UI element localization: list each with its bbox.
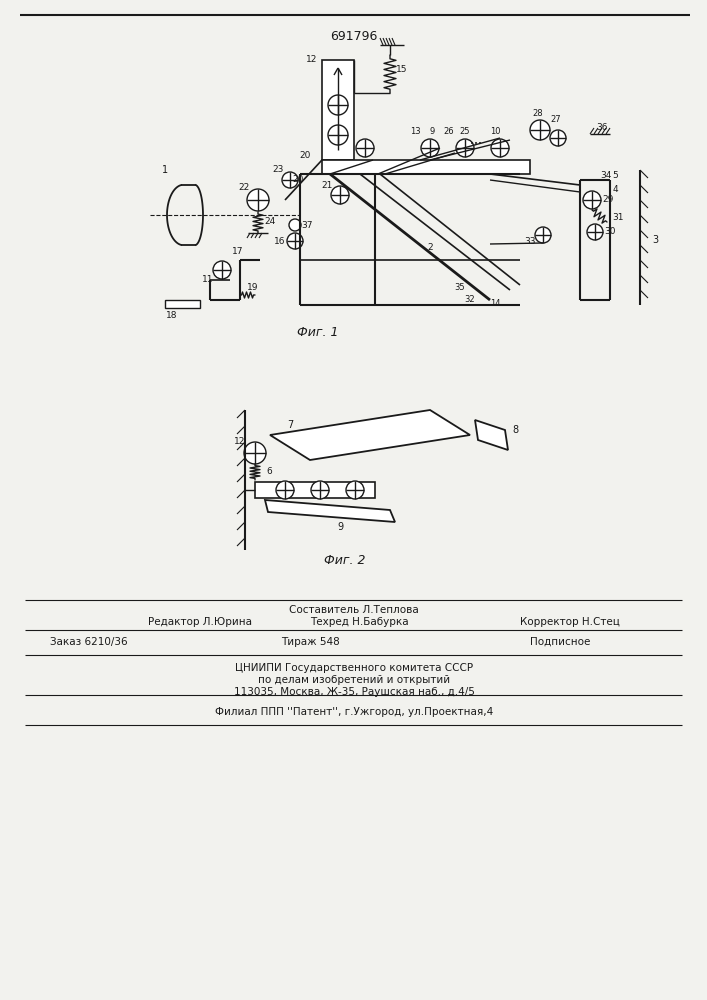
Text: 37: 37 <box>301 221 312 230</box>
Circle shape <box>583 191 601 209</box>
Circle shape <box>535 227 551 243</box>
Text: Фиг. 1: Фиг. 1 <box>297 326 339 340</box>
Text: 21: 21 <box>321 180 333 190</box>
Circle shape <box>213 261 231 279</box>
Text: 3: 3 <box>652 235 658 245</box>
Text: 23: 23 <box>272 165 284 174</box>
Text: 13: 13 <box>409 127 421 136</box>
Text: 29: 29 <box>602 196 614 205</box>
Text: 12: 12 <box>234 438 246 446</box>
Circle shape <box>587 224 603 240</box>
Text: •••: ••• <box>470 141 482 147</box>
Circle shape <box>289 219 301 231</box>
Circle shape <box>550 130 566 146</box>
Text: 22: 22 <box>238 184 250 192</box>
Text: 32: 32 <box>464 296 475 304</box>
Circle shape <box>328 125 348 145</box>
Text: 2: 2 <box>427 243 433 252</box>
Circle shape <box>491 139 509 157</box>
Circle shape <box>328 95 348 115</box>
Text: 36: 36 <box>596 123 608 132</box>
Text: 25: 25 <box>460 127 470 136</box>
Text: 28: 28 <box>532 108 543 117</box>
Text: 17: 17 <box>233 247 244 256</box>
Text: 16: 16 <box>274 236 286 245</box>
Text: 20: 20 <box>299 150 310 159</box>
Text: 1: 1 <box>162 165 168 175</box>
Bar <box>322 60 354 160</box>
Text: 26: 26 <box>444 127 455 136</box>
Text: 18: 18 <box>166 310 177 320</box>
Text: Тираж 548: Тираж 548 <box>281 637 339 647</box>
Text: 113035, Москва, Ж-35, Раушская наб., д.4/5: 113035, Москва, Ж-35, Раушская наб., д.4… <box>233 687 474 697</box>
Bar <box>322 160 530 174</box>
Circle shape <box>276 481 294 499</box>
Text: 5: 5 <box>612 170 618 180</box>
Polygon shape <box>265 500 395 522</box>
Circle shape <box>456 139 474 157</box>
Circle shape <box>331 186 349 204</box>
Text: 33: 33 <box>525 237 536 246</box>
Text: 15: 15 <box>396 66 408 75</box>
Text: 4: 4 <box>612 186 618 194</box>
Text: 12: 12 <box>306 55 317 64</box>
Text: 9: 9 <box>429 127 435 136</box>
Bar <box>165 300 200 308</box>
Text: 34: 34 <box>600 170 612 180</box>
Bar <box>255 482 375 498</box>
Text: Составитель Л.Теплова: Составитель Л.Теплова <box>289 605 419 615</box>
Text: 35: 35 <box>455 284 465 292</box>
Text: 24: 24 <box>264 218 276 227</box>
Text: 10: 10 <box>490 127 501 136</box>
Circle shape <box>244 442 266 464</box>
Text: Техред Н.Бабурка: Техред Н.Бабурка <box>310 617 409 627</box>
Text: 691796: 691796 <box>330 30 378 43</box>
Polygon shape <box>475 420 508 450</box>
Text: Подписное: Подписное <box>530 637 590 647</box>
Text: 27: 27 <box>551 115 561 124</box>
Circle shape <box>421 139 439 157</box>
Circle shape <box>287 233 303 249</box>
Text: 7: 7 <box>287 420 293 430</box>
Circle shape <box>247 189 269 211</box>
Text: Корректор Н.Стец: Корректор Н.Стец <box>520 617 620 627</box>
Circle shape <box>311 481 329 499</box>
Text: ЦНИИПИ Государственного комитета СССР: ЦНИИПИ Государственного комитета СССР <box>235 663 473 673</box>
Text: 6: 6 <box>266 468 272 477</box>
Circle shape <box>346 481 364 499</box>
Text: 11: 11 <box>202 275 214 284</box>
Text: Филиал ППП ''Патент'', г.Ужгород, ул.Проектная,4: Филиал ППП ''Патент'', г.Ужгород, ул.Про… <box>215 707 493 717</box>
Text: 9: 9 <box>337 522 343 532</box>
Text: Редактор Л.Юрина: Редактор Л.Юрина <box>148 617 252 627</box>
Text: 20: 20 <box>292 176 304 184</box>
Text: Фиг. 2: Фиг. 2 <box>325 554 366 566</box>
Text: 31: 31 <box>612 213 624 222</box>
Circle shape <box>530 120 550 140</box>
Text: Заказ 6210/36: Заказ 6210/36 <box>50 637 128 647</box>
Text: 8: 8 <box>512 425 518 435</box>
Text: 14: 14 <box>490 298 501 308</box>
Text: по делам изобретений и открытий: по делам изобретений и открытий <box>258 675 450 685</box>
Text: 19: 19 <box>247 284 259 292</box>
Text: 30: 30 <box>604 228 616 236</box>
Circle shape <box>282 172 298 188</box>
Circle shape <box>356 139 374 157</box>
Polygon shape <box>270 410 470 460</box>
